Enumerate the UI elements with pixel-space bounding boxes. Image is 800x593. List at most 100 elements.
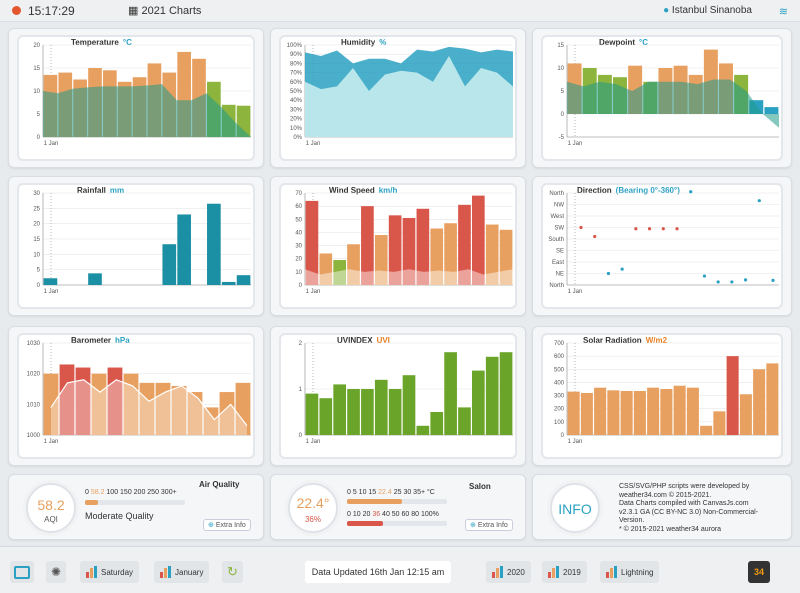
y-tick-label: 200 bbox=[554, 407, 565, 413]
uvindex-bar bbox=[444, 352, 457, 435]
theme-toggle-button[interactable]: ✺ bbox=[46, 561, 67, 583]
wind-bar bbox=[485, 224, 499, 285]
y-tick-label: North bbox=[549, 191, 564, 197]
year-2020-button[interactable]: 2020 bbox=[486, 561, 531, 583]
weather34-logo[interactable]: 34 bbox=[748, 561, 770, 583]
y-tick-label: 300 bbox=[554, 394, 565, 400]
barometer-bar bbox=[107, 367, 123, 435]
wind-bar bbox=[430, 228, 444, 285]
aqi-extra-info-button[interactable]: ⊕ Extra Info bbox=[203, 519, 251, 531]
refresh-button[interactable]: ↻ bbox=[222, 561, 243, 583]
page-title: ▦ 2021 Charts bbox=[128, 4, 201, 17]
wind-card: Wind Speed km/h 70 60 50 40 30 20 10 0 1 Jan bbox=[270, 176, 526, 316]
salon-gauge: 22.4° 36% bbox=[288, 483, 338, 533]
lightning-button[interactable]: Lightning bbox=[600, 561, 660, 583]
salon-temp-bar bbox=[347, 499, 447, 504]
y-tick-label: 20 bbox=[295, 257, 302, 263]
barometer-card: Barometer hPa 1030 1020 1010 1000 1 Jan bbox=[8, 326, 264, 466]
y-tick-label: 5 bbox=[561, 89, 565, 95]
y-tick-label: 5 bbox=[37, 268, 41, 274]
dewpoint-unit: °C bbox=[639, 38, 648, 47]
solar-bar bbox=[766, 363, 779, 435]
uvindex-title: UVINDEX UVI bbox=[337, 336, 390, 345]
x-tick-label: 1 Jan bbox=[306, 289, 321, 295]
wifi-icon: ≋ bbox=[778, 6, 788, 18]
wind-bar bbox=[305, 200, 319, 285]
direction-point bbox=[593, 234, 597, 239]
aqi-scale-highlight: 58.2 bbox=[90, 489, 105, 496]
solar-bar bbox=[580, 392, 593, 435]
y-tick-label: 10 bbox=[295, 270, 302, 276]
bar-chart-icon bbox=[160, 566, 171, 578]
y-tick-label: 400 bbox=[554, 380, 565, 386]
info-badge[interactable]: INFO bbox=[550, 483, 600, 533]
direction-point bbox=[647, 227, 652, 231]
uvindex-bar bbox=[416, 425, 430, 435]
y-tick-label: 10% bbox=[290, 126, 303, 132]
y-tick-label: 30 bbox=[33, 191, 40, 197]
y-tick-label: 90% bbox=[290, 52, 303, 58]
barometer-bar bbox=[187, 392, 203, 435]
aqi-gauge: 58.2 AQI bbox=[26, 483, 76, 533]
aqi-extra-info-label: Extra Info bbox=[215, 522, 246, 529]
clock: 15:17:29 bbox=[28, 4, 75, 18]
solar-unit: W/m2 bbox=[645, 336, 668, 345]
barometer-title: Barometer hPa bbox=[71, 336, 130, 345]
solar-bar bbox=[713, 411, 726, 435]
x-tick-label: 1 Jan bbox=[568, 141, 583, 147]
direction-point bbox=[675, 227, 679, 231]
y-tick-label: 1020 bbox=[27, 372, 41, 378]
y-tick-label: 2 bbox=[299, 341, 303, 347]
barometer-bar bbox=[235, 382, 251, 435]
location[interactable]: ● Istanbul Sinanoba bbox=[663, 5, 752, 16]
wind-bar bbox=[472, 195, 485, 285]
x-tick-label: 1 Jan bbox=[568, 289, 583, 295]
calendar-icon: ▦ bbox=[128, 5, 142, 17]
rainfall-bar bbox=[43, 278, 58, 285]
y-tick-label: 0% bbox=[293, 135, 302, 141]
uvindex-bar bbox=[388, 389, 402, 435]
y-tick-label: 25 bbox=[33, 206, 40, 212]
y-tick-label: 40% bbox=[290, 98, 303, 104]
y-tick-label: 70% bbox=[290, 71, 303, 77]
dewpoint-chart: 15 10 5 0 -51 Jan bbox=[557, 43, 779, 147]
y-tick-label: South bbox=[548, 237, 564, 243]
humidity-title: Humidity% bbox=[341, 38, 386, 47]
solar-title: Solar Radiation W/m2 bbox=[583, 336, 667, 345]
wind-bar bbox=[444, 223, 457, 285]
direction-point bbox=[730, 280, 734, 284]
barometer-bar bbox=[171, 385, 187, 435]
uvindex-title-text: UVINDEX bbox=[337, 336, 373, 345]
solar-bar bbox=[753, 369, 766, 435]
info-line: Data Charts compiled with CanvasJs.com bbox=[619, 500, 749, 507]
location-pin-icon: ● bbox=[663, 5, 670, 16]
uvindex-bar bbox=[319, 398, 333, 435]
saturday-button[interactable]: Saturday bbox=[80, 561, 140, 583]
salon-extra-info-label: Extra Info bbox=[477, 522, 508, 529]
solar-bar bbox=[700, 425, 713, 435]
barometer-min-area bbox=[51, 379, 247, 435]
salon-humidity: 36% bbox=[304, 515, 321, 524]
salon-extra-info-button[interactable]: ⊕ Extra Info bbox=[465, 519, 513, 531]
humidity-chart: 100% 90% 80% 70% 60% 50% 40% 30% 20% 10% 0% 1 Jan bbox=[287, 43, 513, 147]
solar-bar bbox=[607, 390, 620, 435]
y-tick-label: 600 bbox=[554, 354, 565, 360]
humidity-title-text: Humidity bbox=[341, 38, 376, 47]
barometer-bar bbox=[75, 367, 91, 435]
y-tick-label: 0 bbox=[561, 112, 565, 118]
air-quality-card: Air Quality 58.2 AQI 0 58.2 100 150 200 … bbox=[8, 474, 264, 540]
year-2019-button[interactable]: 2019 bbox=[542, 561, 587, 583]
x-tick-label: 1 Jan bbox=[568, 439, 583, 445]
y-tick-label: 500 bbox=[554, 367, 565, 373]
uvindex-bar bbox=[361, 389, 374, 435]
january-button[interactable]: January bbox=[154, 561, 210, 583]
y-tick-label: 15 bbox=[33, 237, 40, 243]
station-button[interactable] bbox=[10, 561, 34, 583]
y-tick-label: 20% bbox=[290, 117, 303, 123]
lightning-label: Lightning bbox=[621, 567, 654, 577]
y-tick-label: North bbox=[549, 283, 564, 289]
wind-bar bbox=[319, 253, 333, 285]
y-tick-label: 10 bbox=[557, 66, 564, 72]
temperature-chart: 20 15 10 5 01 Jan bbox=[33, 43, 251, 147]
aqi-scale-start: 0 bbox=[85, 489, 91, 496]
